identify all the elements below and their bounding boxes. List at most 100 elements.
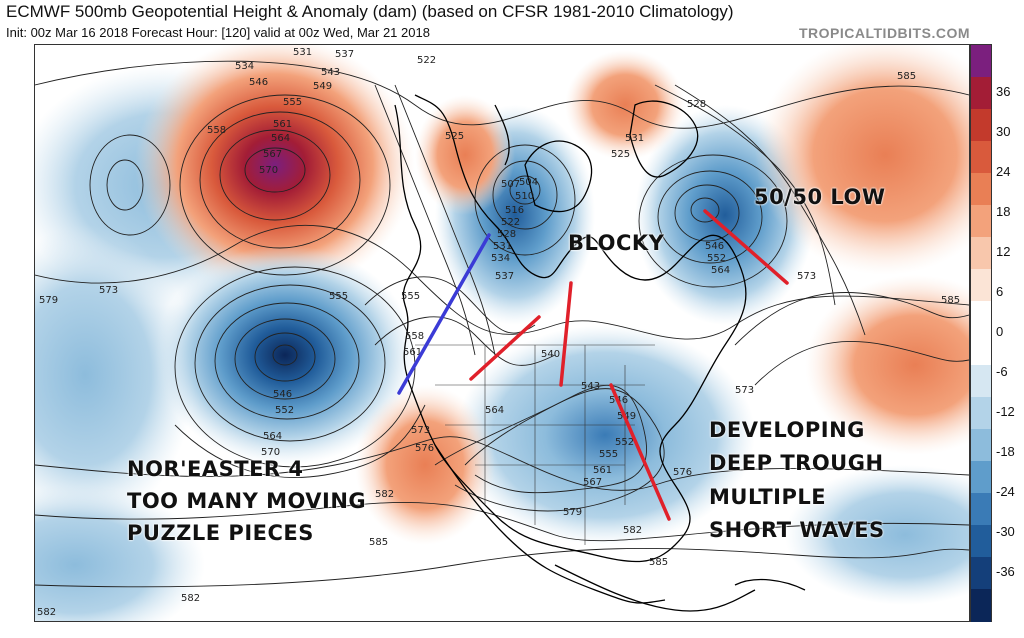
- red-trough-line-2: [559, 281, 573, 387]
- contour-label: 558: [405, 331, 424, 342]
- contour-label: 552: [275, 405, 294, 416]
- contour-label: 582: [375, 489, 394, 500]
- contour-label: 570: [259, 165, 278, 176]
- colorbar-tick-label: -36: [996, 564, 1015, 579]
- political-borders: [415, 344, 655, 545]
- contour-label: 552: [615, 437, 634, 448]
- contour-label: 573: [797, 271, 816, 282]
- contour-label: 549: [617, 411, 636, 422]
- colorbar-tick-label: 18: [996, 204, 1011, 219]
- colorbar-tick-label: 36: [996, 84, 1011, 99]
- colorbar-tick-label: -30: [996, 524, 1015, 539]
- contour-label: 549: [313, 81, 332, 92]
- colorbar-segment: [971, 301, 991, 334]
- contour-label: 534: [235, 61, 254, 72]
- colorbar-segment: [971, 333, 991, 366]
- contour-label: 561: [593, 465, 612, 476]
- annotation-noreaster-line-1: NOR'EASTER 4: [127, 457, 304, 481]
- contour-label: 552: [707, 253, 726, 264]
- contour-label: 558: [207, 125, 226, 136]
- colorbar-segment: [971, 77, 991, 110]
- contour-label: 585: [369, 537, 388, 548]
- contour-label: 561: [273, 119, 292, 130]
- contour-label: 585: [897, 71, 916, 82]
- anomaly-colorbar: [970, 44, 992, 622]
- colorbar-tick-label: -6: [996, 364, 1008, 379]
- contour-label: 546: [249, 77, 268, 88]
- colorbar-segment: [971, 141, 991, 174]
- contour-label: 561: [403, 347, 422, 358]
- contour-label: 582: [623, 525, 642, 536]
- colorbar-segment: [971, 397, 991, 430]
- contour-label: 546: [705, 241, 724, 252]
- colorbar-tick-label: 0: [996, 324, 1004, 339]
- colorbar-segment: [971, 173, 991, 206]
- colorbar-segment: [971, 109, 991, 142]
- contour-label: 555: [283, 97, 302, 108]
- contour-label: 585: [941, 295, 960, 306]
- contour-label: 576: [415, 443, 434, 454]
- red-trough-line-4: [703, 209, 789, 285]
- contour-label: 564: [263, 431, 282, 442]
- contour-label: 543: [581, 381, 600, 392]
- contour-label: 525: [611, 149, 630, 160]
- colorbar-segment: [971, 589, 991, 622]
- contour-label: 540: [541, 349, 560, 360]
- colorbar-segment: [971, 269, 991, 302]
- contour-label: 534: [491, 253, 510, 264]
- annotation-developing-line-4: SHORT WAVES: [709, 518, 885, 542]
- colorbar-segment: [971, 493, 991, 526]
- contour-label: 528: [687, 99, 706, 110]
- contour-label: 567: [583, 477, 602, 488]
- colorbar-tick-label: 12: [996, 244, 1011, 259]
- colorbar-tick-label: 30: [996, 124, 1011, 139]
- contour-label: 564: [711, 265, 730, 276]
- colorbar-segment: [971, 429, 991, 462]
- annotation-developing-line-1: DEVELOPING: [709, 418, 865, 442]
- contour-label: 531: [493, 241, 512, 252]
- contour-label: 579: [563, 507, 582, 518]
- contour-label: 522: [417, 55, 436, 66]
- contour-label: 507: [501, 179, 520, 190]
- height-contours: [35, 60, 969, 588]
- colorbar-segment: [971, 205, 991, 238]
- contour-label: 564: [485, 405, 504, 416]
- contour-label: 537: [335, 49, 354, 60]
- contour-label: 516: [505, 205, 524, 216]
- contour-label: 579: [39, 295, 58, 306]
- annotation-noreaster-line-2: TOO MANY MOVING: [127, 489, 367, 513]
- forecast-info: Init: 00z Mar 16 2018 Forecast Hour: [12…: [6, 25, 430, 40]
- annotation-noreaster-line-3: PUZZLE PIECES: [127, 521, 314, 545]
- contour-label: 531: [293, 47, 312, 58]
- contour-label: 528: [497, 229, 516, 240]
- contour-label: 546: [273, 389, 292, 400]
- anomaly-map-svg: 531 537 534 543 546 549 555 558 561 564 …: [35, 45, 969, 621]
- contour-label: 543: [321, 67, 340, 78]
- site-watermark: TROPICALTIDBITS.COM: [798, 25, 970, 41]
- colorbar-segment: [971, 237, 991, 270]
- contour-label: 555: [599, 449, 618, 460]
- colorbar-tick-label: -18: [996, 444, 1015, 459]
- annotation-developing-line-2: DEEP TROUGH: [709, 451, 884, 475]
- contour-label: 576: [673, 467, 692, 478]
- colorbar-segment: [971, 461, 991, 494]
- contour-label: 582: [181, 593, 200, 604]
- colorbar-tick-label: -24: [996, 484, 1015, 499]
- coastlines: [394, 94, 806, 612]
- contour-label: 504: [519, 177, 538, 188]
- contour-label: 537: [495, 271, 514, 282]
- contour-label: 573: [99, 285, 118, 296]
- contour-label: 522: [501, 217, 520, 228]
- contour-label: 564: [271, 133, 290, 144]
- red-trough-line-3: [609, 383, 671, 521]
- colorbar-tick-label: 6: [996, 284, 1004, 299]
- contour-label: 525: [445, 131, 464, 142]
- contour-label: 555: [329, 291, 348, 302]
- weather-map: 531 537 534 543 546 549 555 558 561 564 …: [34, 44, 970, 622]
- contour-label: 555: [401, 291, 420, 302]
- red-trough-line-1: [469, 315, 541, 381]
- contour-labels: 531 537 534 543 546 549 555 558 561 564 …: [37, 47, 960, 618]
- map-title: ECMWF 500mb Geopotential Height & Anomal…: [6, 2, 734, 21]
- colorbar-segment: [971, 557, 991, 590]
- colorbar-segment: [971, 365, 991, 398]
